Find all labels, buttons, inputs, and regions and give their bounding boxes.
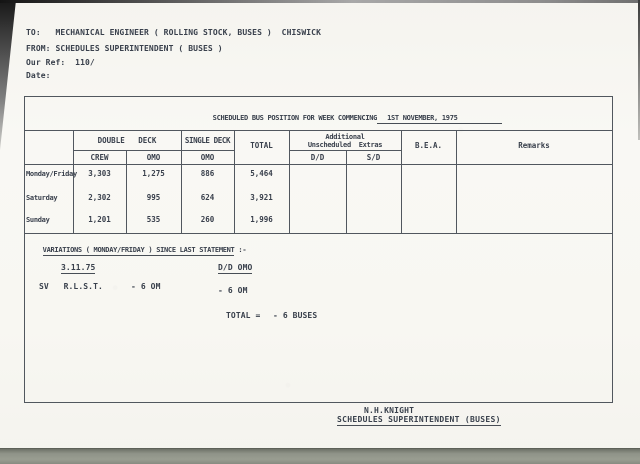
table-rule-deck-subheader — [73, 150, 234, 151]
variations-heading-text: VARIATIONS ( MONDAY/FRIDAY ) SINCE LAST … — [42, 246, 235, 256]
row-dd-omo-value: 535 — [146, 215, 161, 224]
memo-ref-line: Our Ref: 110/ — [26, 58, 95, 67]
table-rule-header-top — [25, 130, 612, 131]
row-label: Saturday — [26, 194, 58, 202]
table-title-text: SCHEDULED BUS POSITION FOR WEEK COMMENCI… — [212, 114, 378, 122]
table-col-divider-dd-sd — [181, 130, 182, 233]
scan-bottom-edge — [0, 448, 640, 464]
variations-left-value: - 6 OM — [131, 282, 161, 291]
scan-corner-shadow — [0, 0, 16, 150]
row-dd-omo-value: 995 — [146, 193, 161, 202]
scan-right-edge — [638, 0, 640, 140]
header-sd-extra: S/D — [366, 153, 381, 162]
row-total-value: 5,464 — [250, 169, 273, 178]
variations-right-value: - 6 OM — [218, 286, 248, 295]
table-col-divider-crew-omo — [126, 150, 127, 233]
memo-from-line: FROM: SCHEDULES SUPERINTENDENT ( BUSES ) — [26, 44, 223, 53]
header-double-deck: DOUBLE DECK — [97, 136, 157, 145]
header-remarks: Remarks — [518, 141, 550, 150]
header-single-deck: SINGLE DECK — [184, 136, 231, 145]
table-col-divider-total-extras — [289, 130, 290, 233]
row-crew-value: 1,201 — [88, 215, 111, 224]
row-label: Sunday — [26, 216, 50, 224]
variations-date: 3.11.75 — [61, 263, 96, 274]
header-bea: B.E.A. — [414, 141, 443, 150]
scan-top-edge — [0, 0, 640, 3]
header-additional-line1: Additional — [325, 133, 365, 141]
row-crew-value: 3,303 — [88, 169, 111, 178]
header-sd-omo: OMO — [200, 153, 215, 162]
signature-title: SCHEDULES SUPERINTENDENT (BUSES) — [337, 415, 501, 426]
variations-total-value: - 6 BUSES — [273, 311, 318, 320]
variations-left-entry: SV R.L.S.T. — [39, 282, 103, 291]
header-total: TOTAL — [250, 141, 273, 150]
table-col-divider-dd-sd-extras — [346, 150, 347, 233]
table-title-date: 1ST NOVEMBER, 1975 — [377, 114, 502, 124]
table-col-divider-sd-total — [234, 130, 235, 233]
signature-name: N.H.KNIGHT — [364, 406, 415, 415]
variations-dd-omo-heading: D/D OMO — [218, 263, 253, 274]
row-sd-omo-value: 886 — [200, 169, 215, 178]
header-dd-omo: OMO — [146, 153, 161, 162]
row-sd-omo-value: 260 — [200, 215, 215, 224]
table-col-divider-extras-bea — [401, 130, 402, 233]
row-label: Monday/Friday — [26, 170, 77, 178]
header-crew: CREW — [90, 153, 109, 162]
table-title: SCHEDULED BUS POSITION FOR WEEK COMMENCI… — [197, 106, 502, 132]
variations-total-label: TOTAL = — [226, 311, 261, 320]
row-crew-value: 2,302 — [88, 193, 111, 202]
memo-to-line: TO: MECHANICAL ENGINEER ( ROLLING STOCK,… — [26, 28, 321, 37]
table-rule-header-bottom — [25, 164, 612, 165]
header-dd-extra: D/D — [310, 153, 325, 162]
header-additional-line2: Unscheduled Extras — [307, 141, 383, 149]
table-col-divider-label — [73, 130, 74, 233]
row-dd-omo-value: 1,275 — [142, 169, 165, 178]
document-frame: SCHEDULED BUS POSITION FOR WEEK COMMENCI… — [24, 96, 613, 403]
row-sd-omo-value: 624 — [200, 193, 215, 202]
table-rule-bottom — [25, 233, 612, 234]
memo-date-line: Date: — [26, 71, 51, 80]
table-col-divider-bea-remarks — [456, 130, 457, 233]
row-total-value: 1,996 — [250, 215, 273, 224]
table-rule-extras-subheader — [289, 150, 401, 151]
variations-heading-suffix: :- — [234, 246, 247, 254]
row-total-value: 3,921 — [250, 193, 273, 202]
variations-heading: VARIATIONS ( MONDAY/FRIDAY ) SINCE LAST … — [27, 238, 247, 262]
